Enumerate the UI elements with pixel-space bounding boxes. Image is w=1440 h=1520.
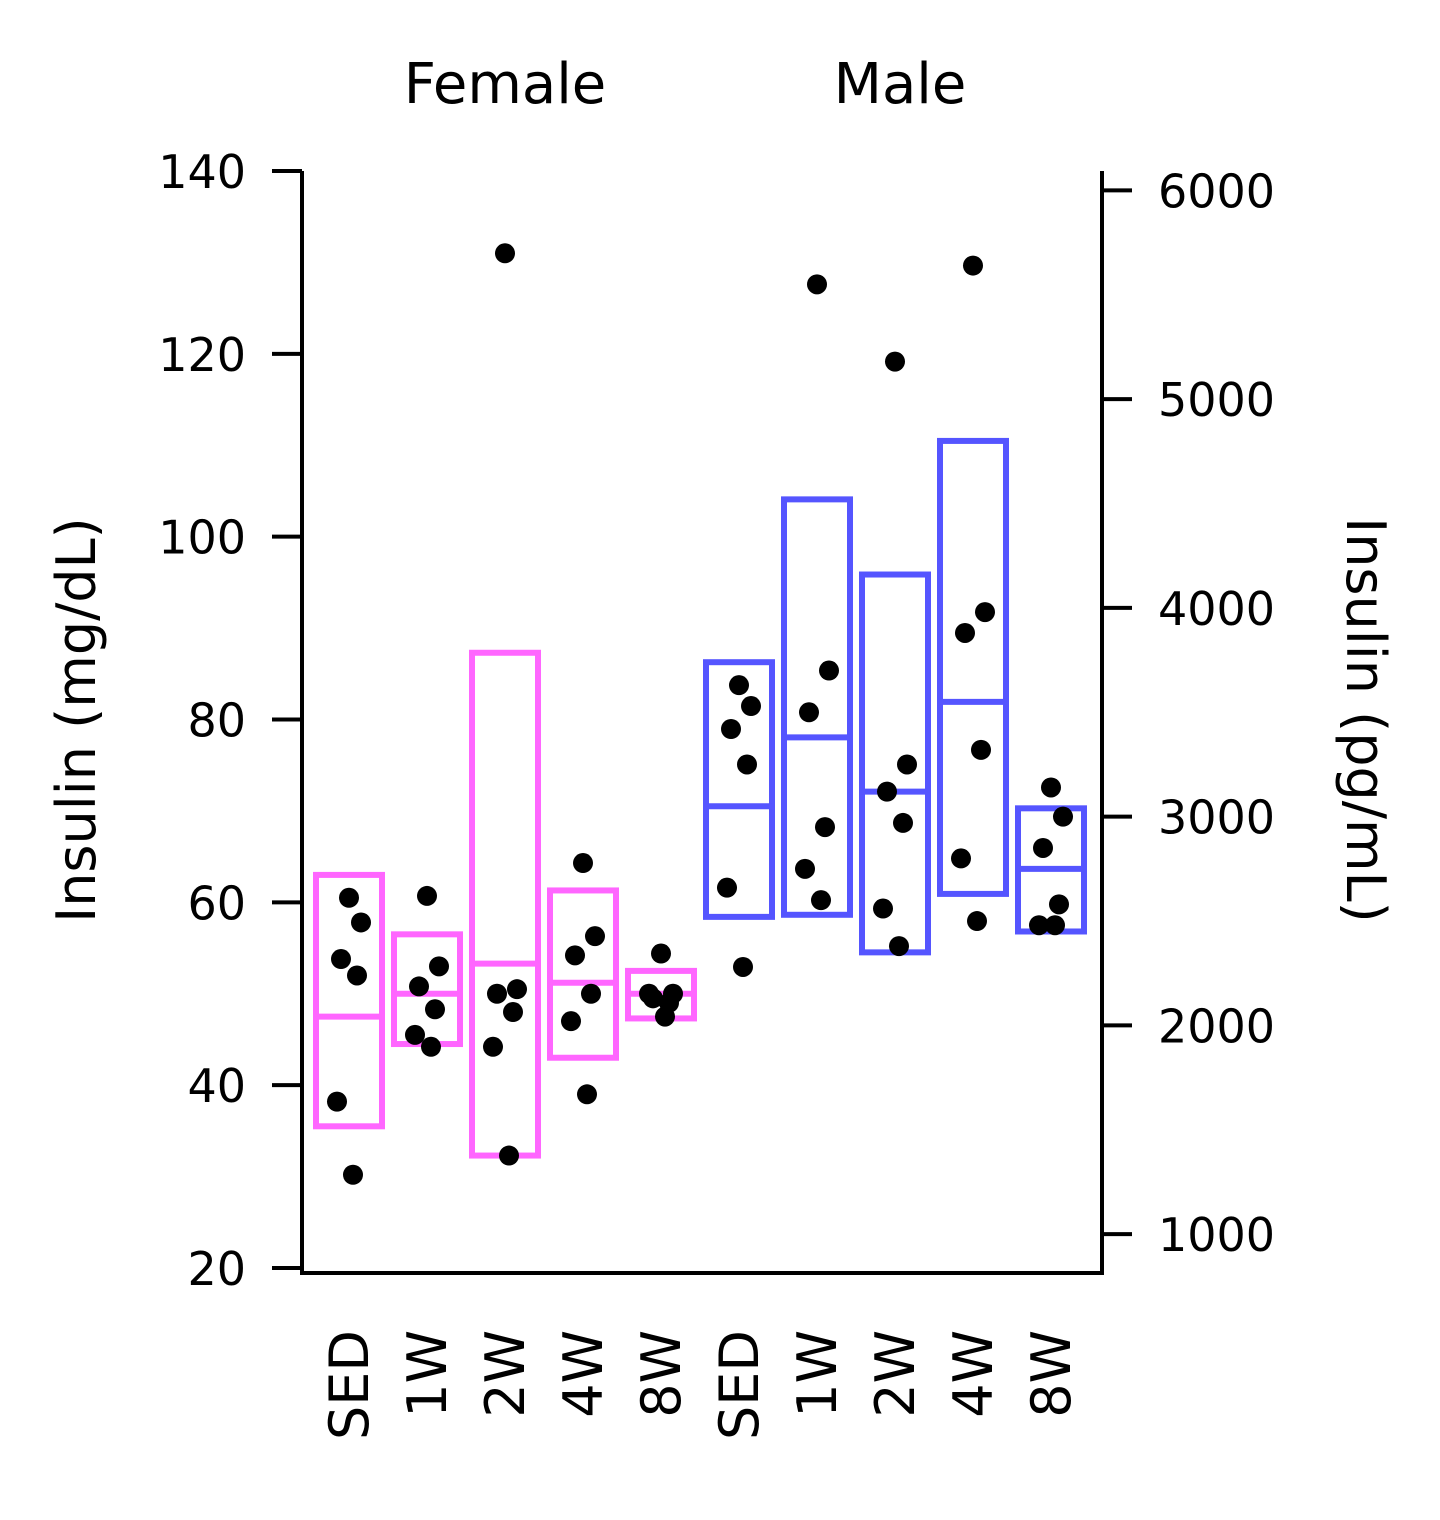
point-female-2w-1 (507, 979, 527, 1000)
point-female-sed-4 (327, 1091, 347, 1112)
point-female-4w-3 (581, 983, 601, 1004)
left-tick-label-60: 60 (187, 876, 246, 930)
category-label-male-1w: 1W (786, 1330, 849, 1418)
left-axis-label: Insulin (mg/dL) (45, 517, 108, 922)
point-female-2w-4 (483, 1036, 503, 1057)
point-female-8w-0 (651, 943, 671, 964)
left-tick-label-100: 100 (158, 511, 246, 565)
point-female-4w-5 (577, 1084, 597, 1105)
point-female-sed-5 (343, 1164, 363, 1185)
point-male-1w-3 (815, 817, 835, 838)
point-female-1w-1 (429, 956, 449, 977)
category-label-female-2w: 2W (474, 1330, 537, 1418)
point-male-sed-1 (741, 696, 761, 717)
point-male-2w-5 (889, 936, 909, 957)
point-female-1w-4 (405, 1024, 425, 1045)
point-male-sed-0 (729, 675, 749, 696)
box-male-sed (703, 659, 775, 920)
point-male-sed-2 (721, 718, 741, 739)
category-label-male-8w: 8W (1020, 1330, 1083, 1418)
right-tick-label-1000: 1000 (1158, 1208, 1275, 1262)
box-male-4w (937, 437, 1009, 897)
point-male-sed-4 (717, 877, 737, 898)
point-male-1w-2 (799, 702, 819, 723)
point-male-2w-1 (897, 754, 917, 775)
point-female-4w-2 (565, 945, 585, 966)
point-male-sed-5 (733, 956, 753, 977)
point-female-sed-1 (351, 912, 371, 933)
axes-layer (300, 171, 1104, 1275)
category-labels-layer: SED 1W 2W 4W 8W SED 1W 2W 4W 8W (318, 1330, 1083, 1440)
category-label-female-4w: 4W (552, 1330, 615, 1418)
point-male-4w-2 (955, 622, 975, 643)
box-male-1w (781, 496, 853, 918)
box-female-2w (469, 649, 541, 1159)
point-female-sed-2 (331, 949, 351, 970)
right-ticks-layer: 1000 2000 3000 4000 5000 6000 (1102, 164, 1275, 1262)
point-male-8w-5 (1045, 915, 1065, 936)
points-layer (327, 243, 1073, 1185)
point-female-8w-4 (639, 983, 659, 1004)
point-male-8w-1 (1053, 806, 1073, 827)
right-tick-label-4000: 4000 (1158, 582, 1275, 636)
point-male-4w-4 (951, 848, 971, 869)
right-tick-label-3000: 3000 (1158, 791, 1275, 845)
point-male-4w-5 (967, 911, 987, 932)
point-male-8w-4 (1029, 915, 1049, 936)
point-male-2w-0 (885, 351, 905, 372)
point-female-8w-5 (655, 1006, 675, 1027)
box-female-sed (313, 871, 385, 1130)
point-female-4w-0 (573, 853, 593, 874)
point-female-2w-5 (499, 1145, 519, 1166)
point-male-8w-2 (1033, 837, 1053, 858)
left-tick-label-40: 40 (187, 1059, 246, 1113)
point-male-4w-0 (963, 255, 983, 276)
point-male-1w-0 (807, 274, 827, 295)
point-female-1w-3 (425, 999, 445, 1020)
category-label-female-8w: 8W (630, 1330, 693, 1418)
category-label-male-4w: 4W (942, 1330, 1005, 1418)
point-female-1w-5 (421, 1036, 441, 1057)
right-axis-label: Insulin (pg/mL) (1334, 517, 1397, 922)
point-male-8w-3 (1049, 894, 1069, 915)
right-tick-label-6000: 6000 (1158, 164, 1275, 218)
point-female-1w-2 (409, 976, 429, 997)
group-label-male: Male (834, 52, 967, 117)
point-female-2w-3 (503, 1002, 523, 1023)
point-male-4w-3 (971, 739, 991, 760)
category-label-female-1w: 1W (396, 1330, 459, 1418)
point-male-1w-5 (811, 890, 831, 911)
left-tick-label-80: 80 (187, 694, 246, 748)
point-male-2w-4 (873, 898, 893, 919)
point-male-sed-3 (737, 754, 757, 775)
point-female-2w-2 (487, 983, 507, 1004)
point-female-4w-4 (561, 1011, 581, 1032)
point-male-1w-4 (795, 858, 815, 879)
point-male-1w-1 (819, 660, 839, 681)
left-tick-label-140: 140 (158, 145, 246, 199)
point-male-2w-2 (877, 781, 897, 802)
category-label-female-sed: SED (318, 1330, 381, 1440)
left-tick-label-20: 20 (187, 1242, 246, 1296)
point-female-1w-0 (417, 885, 437, 906)
point-female-sed-0 (339, 887, 359, 908)
category-label-male-2w: 2W (864, 1330, 927, 1418)
right-tick-label-2000: 2000 (1158, 999, 1275, 1053)
category-label-male-sed: SED (708, 1330, 771, 1440)
point-female-4w-1 (585, 926, 605, 947)
left-ticks-layer: 20 40 60 80 100 120 140 (158, 145, 302, 1296)
left-tick-label-120: 120 (158, 328, 246, 382)
point-male-2w-3 (893, 812, 913, 833)
right-tick-label-5000: 5000 (1158, 373, 1275, 427)
point-female-2w-0 (495, 243, 515, 264)
point-male-8w-0 (1041, 777, 1061, 798)
group-label-female: Female (404, 52, 606, 117)
point-male-4w-1 (975, 602, 995, 623)
box-male-2w (859, 571, 931, 956)
box-female-4w (547, 887, 619, 1061)
point-female-sed-3 (347, 965, 367, 986)
